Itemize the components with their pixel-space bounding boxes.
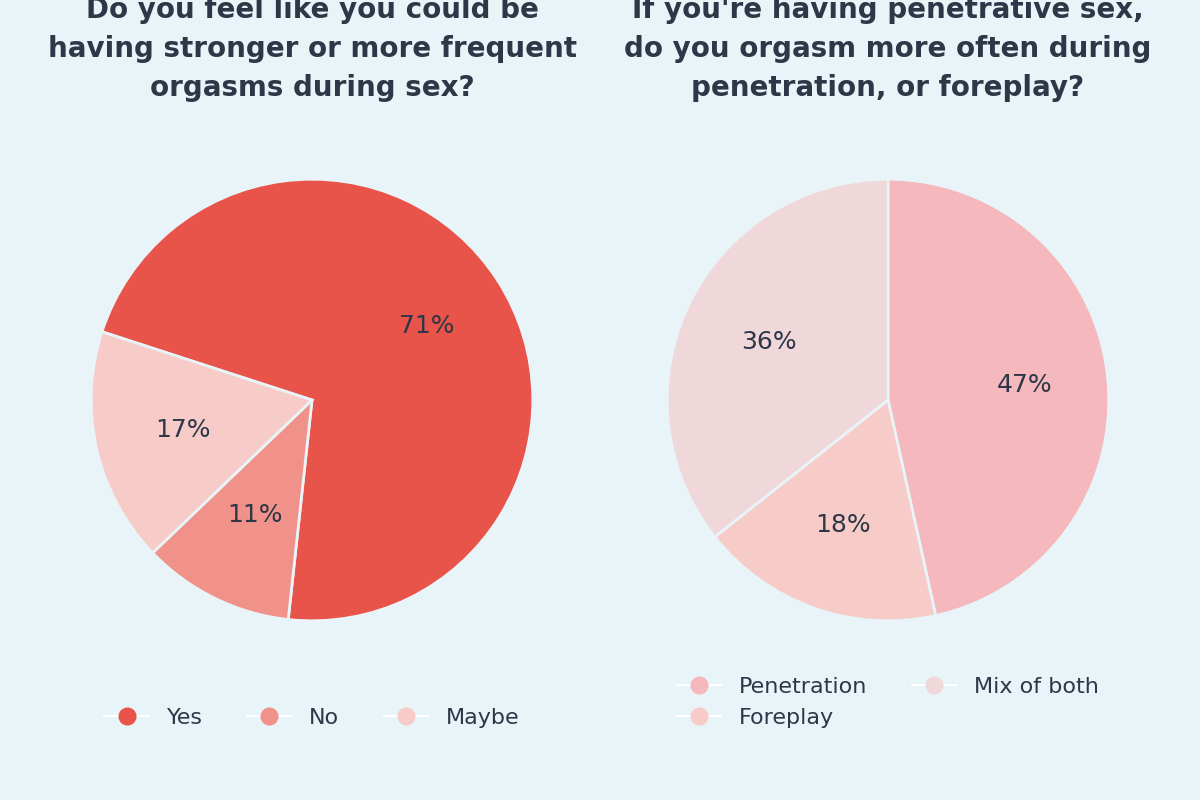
Wedge shape	[715, 400, 936, 621]
Text: 47%: 47%	[996, 373, 1052, 397]
Legend: Penetration, Foreplay, Mix of both: Penetration, Foreplay, Mix of both	[668, 668, 1108, 737]
Text: 17%: 17%	[155, 418, 211, 442]
Title: If you're having penetrative sex,
do you orgasm more often during
penetration, o: If you're having penetrative sex, do you…	[624, 0, 1152, 102]
Wedge shape	[91, 332, 312, 553]
Text: 36%: 36%	[740, 330, 797, 354]
Text: 71%: 71%	[400, 314, 455, 338]
Wedge shape	[667, 179, 888, 537]
Wedge shape	[888, 179, 1109, 615]
Wedge shape	[152, 400, 312, 619]
Text: 11%: 11%	[228, 503, 283, 527]
Legend: Yes, No, Maybe: Yes, No, Maybe	[96, 699, 528, 737]
Title: Do you feel like you could be
having stronger or more frequent
orgasms during se: Do you feel like you could be having str…	[48, 0, 576, 102]
Wedge shape	[102, 179, 533, 621]
Text: 18%: 18%	[816, 513, 871, 537]
